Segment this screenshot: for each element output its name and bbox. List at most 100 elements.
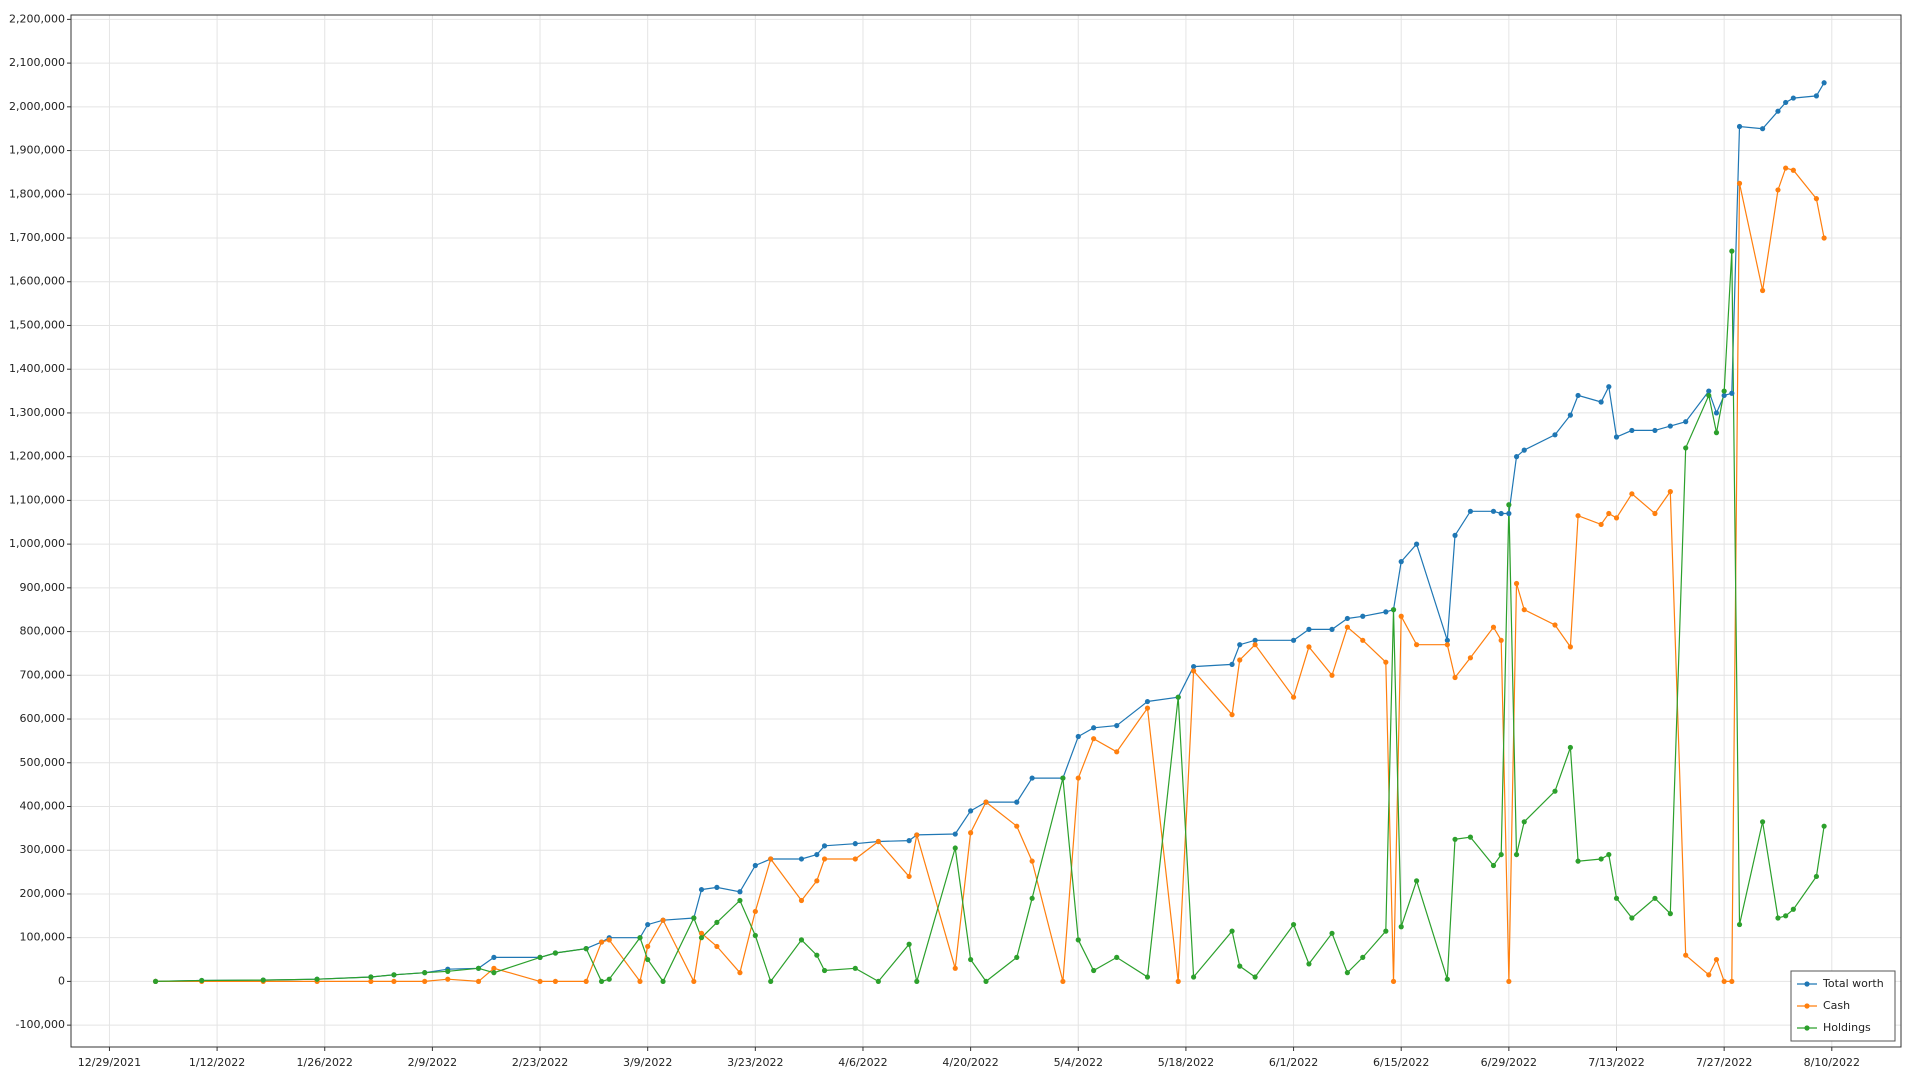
data-point [1075,937,1081,943]
x-tick-label: 7/27/2022 [1696,1056,1752,1069]
data-point [752,932,758,939]
data-point [552,950,559,956]
y-tick-label: 1,500,000 [9,318,65,331]
data-point [475,978,482,985]
data-point [1498,637,1504,643]
data-point [1521,607,1527,613]
data-point [1490,624,1497,630]
data-point [875,978,881,985]
x-tick-label: 4/20/2022 [942,1056,998,1069]
data-point [1513,580,1520,587]
legend-marker [1804,1003,1810,1009]
data-point [1398,924,1404,930]
data-point [737,897,743,904]
x-tick-label: 1/26/2022 [297,1056,353,1069]
data-point [821,967,828,974]
data-point [583,946,589,952]
series-line [155,251,1825,983]
y-tick-label: 2,100,000 [9,56,65,69]
data-point [606,976,612,982]
data-point [199,977,205,984]
data-point [1613,434,1620,440]
data-point [1290,694,1297,700]
data-point [645,956,651,963]
x-tick-label: 2/23/2022 [512,1056,568,1069]
data-point [1721,978,1727,985]
data-point [1783,99,1789,106]
data-point [1713,430,1720,436]
legend-marker [1804,1025,1810,1031]
data-point [1813,196,1820,202]
data-point [852,965,858,971]
data-point [1667,911,1673,917]
data-point [798,856,805,862]
y-tick-label: 700,000 [20,668,66,681]
x-tick-label: 5/4/2022 [1054,1056,1103,1069]
data-point [1606,851,1612,858]
data-point [698,930,705,936]
data-point [798,897,805,904]
data-point [691,978,697,985]
data-point [1344,615,1350,622]
data-point [1060,978,1066,985]
data-point [1683,419,1689,425]
data-point [1144,974,1151,980]
data-point [1706,392,1712,399]
data-point [1613,515,1620,521]
data-point [1713,410,1720,416]
data-point [1390,978,1397,985]
data-point [1398,613,1404,619]
data-point [1567,644,1573,650]
data-point [1813,93,1820,99]
y-tick-label: 0 [58,974,65,987]
data-point [1144,698,1151,705]
data-point [1729,390,1735,396]
legend-label: Holdings [1823,1021,1871,1034]
data-point [1790,167,1796,173]
data-point [852,856,858,862]
data-point [1413,642,1420,648]
data-point [1452,674,1458,681]
data-point [1237,963,1243,969]
data-point [1398,559,1404,565]
data-point [1360,613,1366,619]
data-point [1191,974,1197,980]
x-tick-label: 5/18/2022 [1158,1056,1214,1069]
series-line [155,82,1825,982]
plot-frame [70,14,1902,1048]
data-point [1344,624,1350,630]
y-tick-label: 200,000 [20,887,66,900]
data-point [1075,733,1081,740]
data-point [1237,642,1243,648]
data-point [645,943,651,950]
data-point [1629,915,1635,921]
data-point [1821,823,1827,829]
y-tick-label: 500,000 [20,756,66,769]
data-point [1114,722,1120,729]
data-point [906,873,912,880]
data-point [1813,873,1820,880]
data-point [1091,725,1097,731]
data-point [1552,432,1558,438]
y-tick-label: 1,800,000 [9,187,65,200]
y-tick-label: 600,000 [20,712,66,725]
data-point [1775,108,1781,114]
data-point [814,952,820,958]
data-point [391,978,397,985]
data-point [1360,954,1366,960]
data-point [1598,399,1604,405]
data-point [1229,661,1235,667]
data-point [598,978,605,985]
data-point [1144,705,1151,711]
data-point [1444,976,1450,982]
data-point [491,954,497,960]
data-point [445,976,451,982]
data-point [1759,126,1766,132]
data-point [714,943,720,950]
data-point [1598,521,1604,528]
data-point [1306,961,1312,967]
data-point [1506,502,1512,508]
legend: Total worth Cash Holdings [1790,970,1896,1042]
data-point [875,838,881,845]
data-point [1229,712,1235,718]
